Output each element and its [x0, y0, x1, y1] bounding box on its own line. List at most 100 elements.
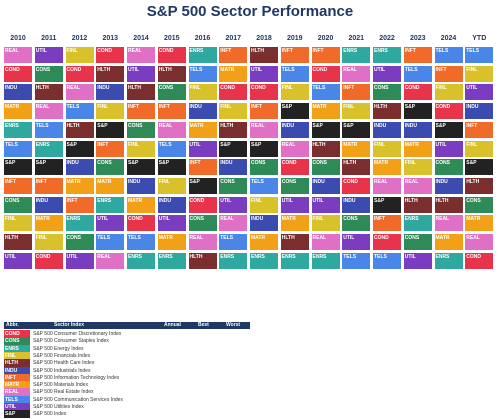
- quilt-cell: INFT: [342, 84, 371, 101]
- quilt-cell: ENRS: [219, 252, 248, 269]
- cell-sector-abbr: REAL: [343, 66, 357, 73]
- quilt-cell: MATR: [65, 177, 94, 194]
- legend-sector-name: S&P 500 Communication Services Index: [33, 396, 123, 403]
- quilt-cell: MATR: [4, 103, 32, 120]
- cell-sector-abbr: UTIL: [5, 253, 17, 260]
- quilt-cell: COND: [465, 252, 494, 269]
- cell-sector-abbr: INDU: [435, 178, 448, 185]
- cell-sector-abbr: CONS: [66, 235, 81, 241]
- year-label: 2023: [409, 35, 426, 42]
- quilt-cell: INFT: [280, 47, 309, 63]
- quilt-cell: HLTH: [311, 140, 340, 157]
- cell-sector-abbr: INFT: [35, 178, 47, 185]
- quilt-cell: TELS: [127, 234, 155, 250]
- cell-sector-abbr: MATR: [158, 235, 173, 241]
- cell-sector-abbr: S&P: [435, 122, 446, 129]
- quilt-cell: MATR: [434, 234, 463, 250]
- cell-sector-abbr: TELS: [158, 141, 172, 148]
- legend-row: CONS S&P 500 Consumer Staples Index: [4, 337, 250, 346]
- quilt-cell: UTIL: [342, 234, 371, 250]
- cell-sector-abbr: INDU: [158, 197, 171, 204]
- quilt-cell: INFT: [465, 121, 494, 138]
- legend-row: INDU S&P 500 Industrials Index: [4, 366, 250, 375]
- cell-sector-abbr: REAL: [220, 216, 234, 223]
- cell-sector-abbr: COND: [5, 66, 20, 73]
- cell-sector-abbr: TELS: [312, 85, 326, 92]
- cell-sector-abbr: MATR: [66, 178, 81, 185]
- cell-sector-abbr: ENRS: [66, 216, 81, 223]
- cell-sector-abbr: MATR: [251, 235, 266, 241]
- quilt-cell: FINL: [373, 140, 401, 157]
- quilt-cell: TELS: [434, 47, 463, 63]
- quilt-cell: FINL: [4, 215, 32, 232]
- cell-sector-abbr: S&P: [35, 160, 47, 167]
- quilt-cell: S&P: [65, 140, 94, 157]
- quilt-cell: ENRS: [127, 252, 155, 269]
- quilt-cell: COND: [250, 84, 278, 101]
- cell-sector-abbr: FINL: [312, 216, 324, 223]
- legend-swatch: FINL: [4, 351, 30, 360]
- cell-sector-abbr: COND: [35, 253, 51, 260]
- quilt-cell: FINL: [465, 140, 494, 157]
- cell-sector-abbr: REAL: [189, 235, 204, 241]
- legend-sector-name: S&P 500 Utilities Index: [33, 404, 84, 410]
- quilt-cell: INFT: [311, 47, 340, 63]
- quilt-cell: FINL: [34, 234, 63, 250]
- quilt-cell: UTIL: [34, 47, 63, 63]
- quilt-cell: S&P: [34, 159, 63, 176]
- cell-sector-abbr: REAL: [281, 141, 296, 148]
- quilt-cell: FINL: [280, 84, 309, 101]
- cell-sector-abbr: MATR: [5, 104, 20, 111]
- legend-row: COND S&P 500 Consumer Discretionary Index: [4, 330, 250, 338]
- cell-sector-abbr: FINL: [128, 141, 140, 148]
- cell-sector-abbr: FINL: [251, 197, 263, 204]
- quilt-cell: COND: [96, 47, 125, 63]
- quilt-cell: ENRS: [157, 252, 186, 269]
- quilt-cell: MATR: [250, 234, 278, 250]
- cell-sector-abbr: INFT: [5, 178, 17, 185]
- quilt-cell: TELS: [34, 121, 63, 138]
- legend-row: REAL S&P 500 Real Estate Index: [4, 388, 250, 397]
- cell-sector-abbr: S&P: [97, 122, 108, 129]
- quilt-cell: HLTH: [434, 196, 463, 213]
- cell-sector-abbr: CONS: [404, 235, 420, 241]
- quilt-cell: INDU: [280, 121, 309, 138]
- quilt-cell: INFT: [4, 177, 32, 194]
- legend-sector-name: S&P 500 Financials Index: [33, 352, 91, 359]
- quilt-cell: COND: [280, 159, 309, 176]
- legend-header-row: Abbr. Sector Index Annual Best Worst: [4, 322, 250, 329]
- quilt-cell: ENRS: [434, 252, 463, 269]
- cell-sector-abbr: HLTH: [466, 178, 480, 185]
- cell-sector-abbr: INFT: [435, 66, 447, 73]
- chart-title: S&P 500 Sector Performance: [146, 3, 354, 20]
- quilt-cell: TELS: [157, 140, 186, 157]
- quilt-cell: S&P: [250, 140, 278, 157]
- cell-sector-abbr: HLTH: [5, 235, 18, 241]
- quilt-cell: CONS: [250, 159, 278, 176]
- quilt-cell: FINL: [96, 103, 125, 120]
- cell-sector-abbr: S&P: [220, 141, 231, 148]
- cell-sector-abbr: FINL: [374, 141, 386, 148]
- cell-sector-abbr: ENRS: [374, 48, 388, 54]
- quilt-cell: ENRS: [373, 47, 401, 63]
- cell-sector-abbr: ENRS: [97, 197, 112, 204]
- cell-sector-abbr: ENRS: [312, 253, 327, 260]
- cell-sector-abbr: REAL: [128, 48, 142, 54]
- year-label: 2020: [317, 35, 334, 42]
- cell-sector-abbr: MATR: [312, 104, 327, 111]
- quilt-cell: INFT: [157, 103, 186, 120]
- cell-sector-abbr: REAL: [251, 122, 265, 129]
- quilt-cell: CONS: [65, 234, 94, 250]
- quilt-cell: FINL: [403, 159, 432, 176]
- quilt-cell: INFT: [65, 196, 94, 213]
- cell-sector-abbr: S&P: [404, 104, 416, 111]
- cell-sector-abbr: INDU: [66, 160, 79, 167]
- legend-row: TELS S&P 500 Communication Services Index: [4, 395, 250, 404]
- cell-sector-abbr: COND: [343, 178, 358, 185]
- quilt-cell: CONS: [4, 196, 32, 213]
- cell-sector-abbr: FINL: [5, 216, 17, 223]
- year-label: 2022: [379, 35, 395, 42]
- quilt-cell: UTIL: [65, 252, 94, 269]
- legend-row: S&P S&P 500 Index: [4, 410, 250, 419]
- cell-sector-abbr: FINL: [35, 235, 47, 241]
